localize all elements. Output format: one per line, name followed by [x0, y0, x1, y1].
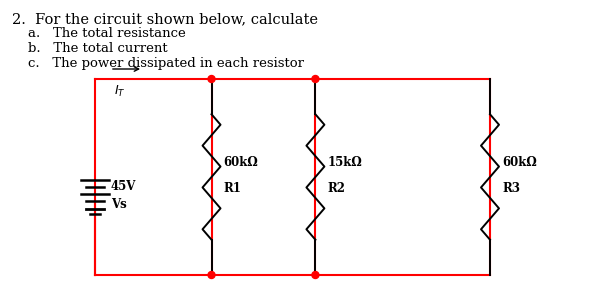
Text: 60kΩ: 60kΩ [502, 156, 537, 169]
Text: 60kΩ: 60kΩ [224, 156, 258, 169]
Text: 2.  For the circuit shown below, calculate: 2. For the circuit shown below, calculat… [12, 12, 318, 26]
Text: 45V: 45V [111, 180, 136, 192]
Text: 15kΩ: 15kΩ [328, 156, 362, 169]
Text: a.   The total resistance: a. The total resistance [28, 27, 186, 40]
Circle shape [208, 76, 215, 83]
Circle shape [208, 271, 215, 278]
Text: c.   The power dissipated in each resistor: c. The power dissipated in each resistor [28, 57, 304, 70]
Circle shape [312, 271, 319, 278]
Text: R3: R3 [502, 182, 520, 196]
Text: R2: R2 [328, 182, 346, 196]
Text: $I_T$: $I_T$ [114, 84, 126, 99]
Text: R1: R1 [224, 182, 241, 196]
Circle shape [312, 76, 319, 83]
Text: b.   The total current: b. The total current [28, 42, 167, 55]
Text: Vs: Vs [111, 197, 127, 211]
